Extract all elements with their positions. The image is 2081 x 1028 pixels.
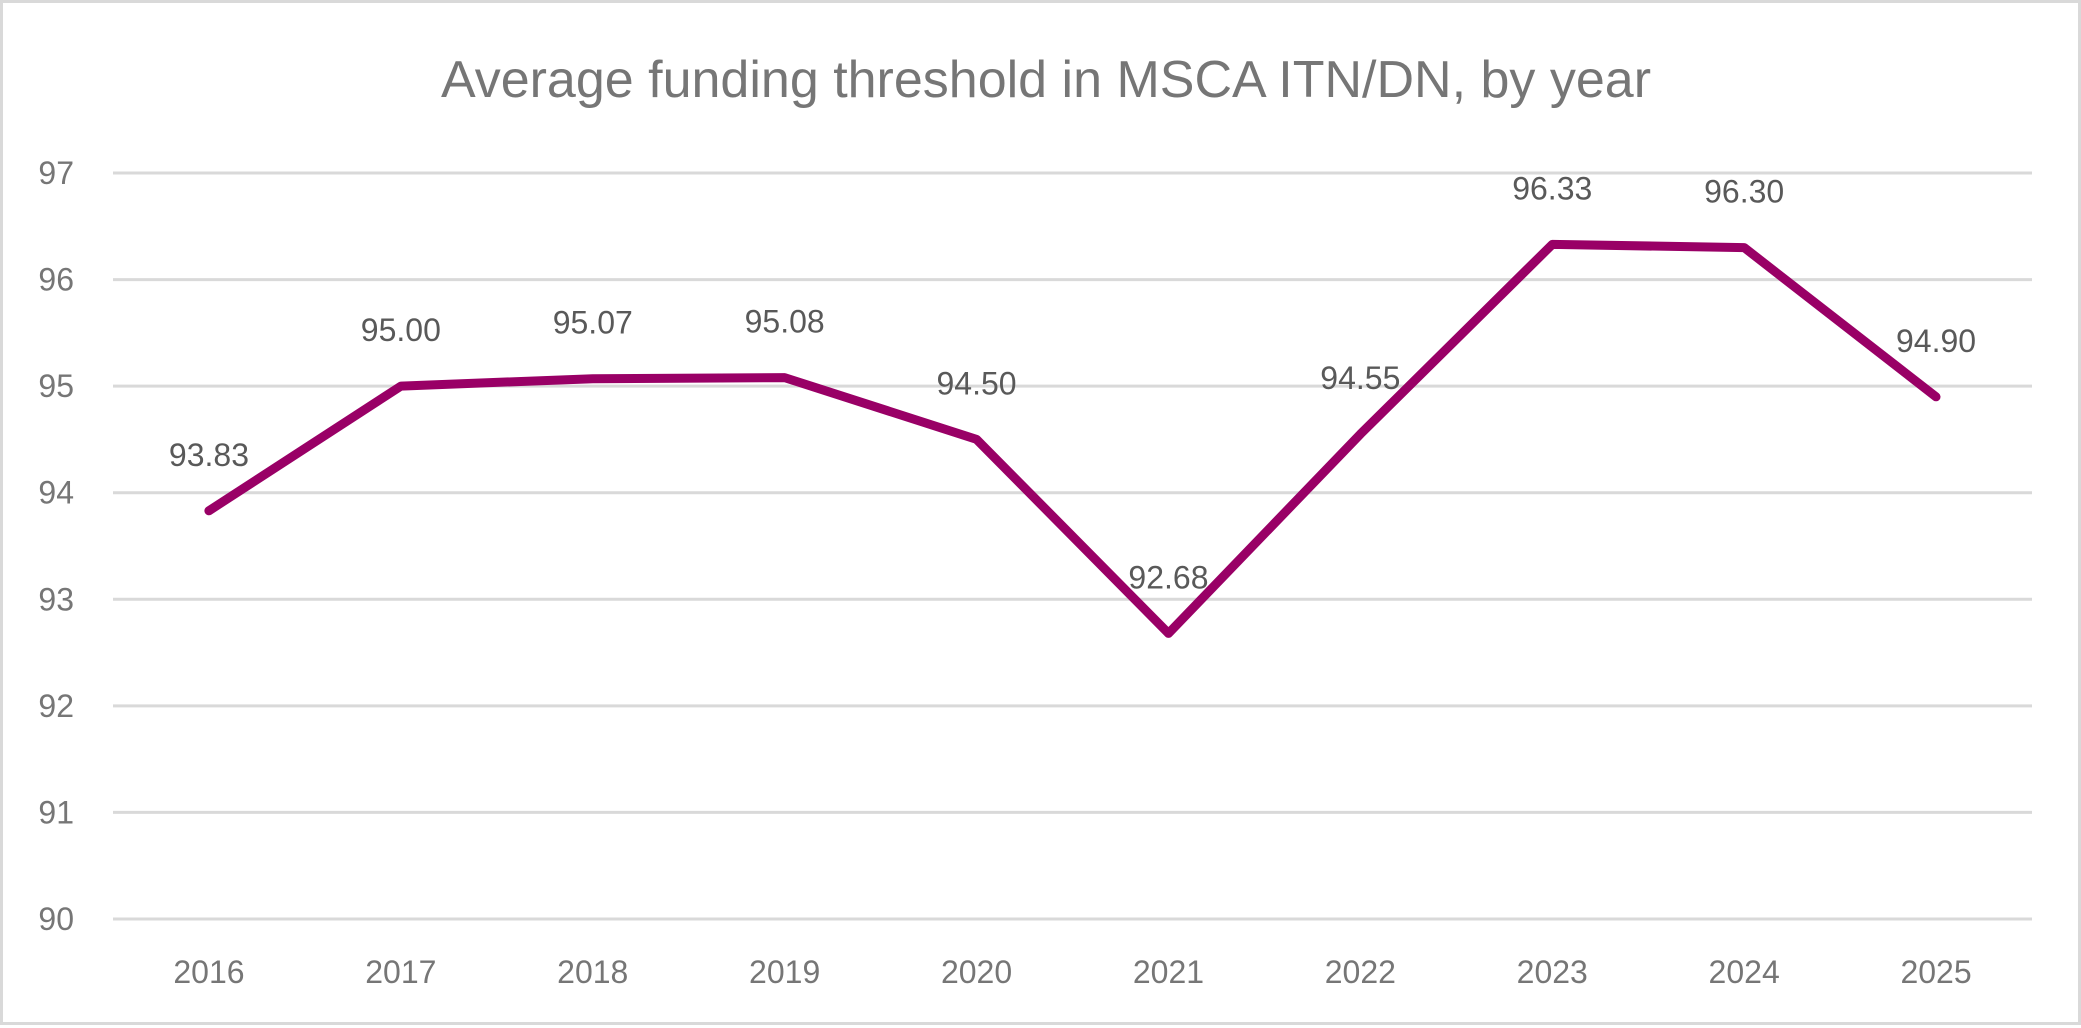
y-axis-ticks: 90 91 92 93 94 95 96 97 <box>38 155 74 937</box>
series-line <box>209 244 1936 633</box>
data-label: 94.55 <box>1320 360 1400 396</box>
x-tick-label: 2020 <box>941 954 1012 990</box>
data-label: 94.90 <box>1896 323 1976 359</box>
y-tick-label: 94 <box>38 475 74 511</box>
chart-title: Average funding threshold in MSCA ITN/DN… <box>441 51 1651 109</box>
x-tick-label: 2024 <box>1709 954 1780 990</box>
data-label: 93.83 <box>169 437 249 473</box>
x-tick-label: 2021 <box>1133 954 1204 990</box>
y-tick-label: 93 <box>38 581 74 617</box>
y-tick-label: 90 <box>38 901 74 937</box>
y-tick-label: 97 <box>38 155 74 191</box>
y-tick-label: 92 <box>38 688 74 724</box>
x-tick-label: 2022 <box>1325 954 1396 990</box>
data-label: 94.50 <box>937 365 1017 401</box>
data-label: 95.07 <box>553 305 633 341</box>
x-axis-ticks: 2016 2017 2018 2019 2020 2021 2022 2023 2024 2025 <box>173 954 1971 990</box>
data-label: 92.68 <box>1128 559 1208 595</box>
x-tick-label: 2018 <box>557 954 628 990</box>
line-chart: Average funding threshold in MSCA ITN/DN… <box>3 3 2081 1028</box>
x-tick-label: 2017 <box>365 954 436 990</box>
x-tick-label: 2025 <box>1900 954 1971 990</box>
x-tick-label: 2023 <box>1517 954 1588 990</box>
series-layer <box>209 244 1936 633</box>
y-tick-label: 91 <box>38 794 74 830</box>
gridlines <box>113 173 2032 919</box>
x-tick-label: 2019 <box>749 954 820 990</box>
data-label: 96.33 <box>1512 170 1592 206</box>
data-label: 95.00 <box>361 312 441 348</box>
y-tick-label: 96 <box>38 262 74 298</box>
data-label: 95.08 <box>745 304 825 340</box>
x-tick-label: 2016 <box>173 954 244 990</box>
data-label: 96.30 <box>1704 174 1784 210</box>
y-tick-label: 95 <box>38 368 74 404</box>
